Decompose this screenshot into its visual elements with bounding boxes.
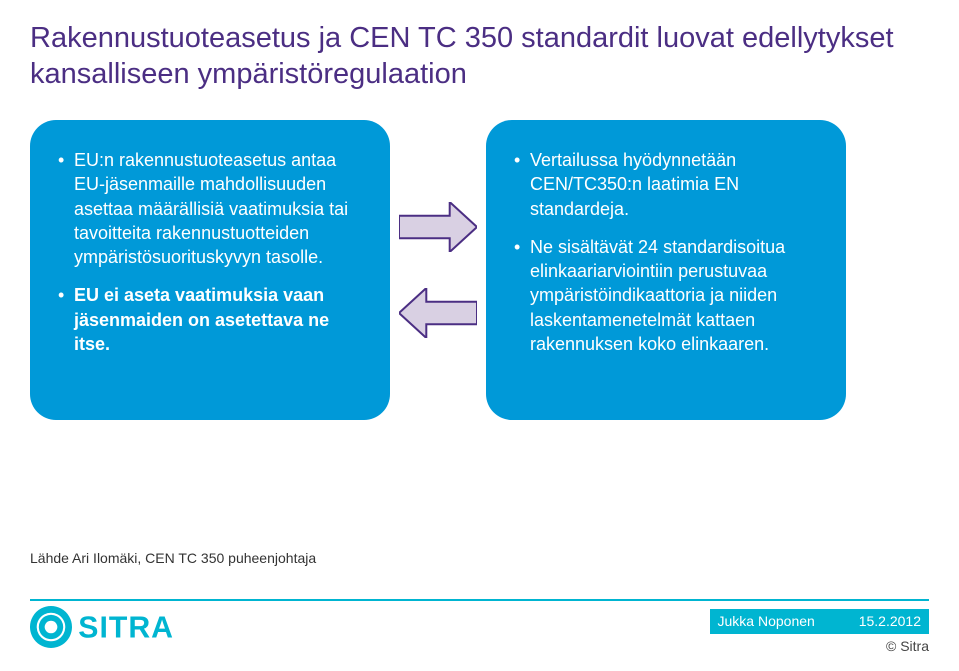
left-info-box: •EU:n rakennustuoteasetus antaa EU-jäsen… xyxy=(30,120,390,420)
bullet-item: •Ne sisältävät 24 standardisoitua elinka… xyxy=(514,235,818,356)
right-info-box: •Vertailussa hyödynnetään CEN/TC350:n la… xyxy=(486,120,846,420)
source-label: Lähde Ari Ilomäki, CEN TC 350 puheenjoht… xyxy=(30,550,316,566)
bullet-item: •EU ei aseta vaatimuksia vaan jäsenmaide… xyxy=(58,283,362,356)
author-label: Jukka Noponen xyxy=(710,609,823,634)
sitra-logo-icon: SITRA xyxy=(30,606,180,648)
footer-meta: Jukka Noponen 15.2.2012 © Sitra xyxy=(710,609,929,657)
arrow-column xyxy=(390,202,486,338)
arrow-left-icon xyxy=(399,288,477,338)
copyright-label: © Sitra xyxy=(710,636,929,657)
bullet-dot-icon: • xyxy=(514,235,530,356)
bullet-text: EU ei aseta vaatimuksia vaan jäsenmaiden… xyxy=(74,283,362,356)
content-row: •EU:n rakennustuoteasetus antaa EU-jäsen… xyxy=(30,120,846,420)
arrow-right-icon xyxy=(399,202,477,252)
bullet-item: •EU:n rakennustuoteasetus antaa EU-jäsen… xyxy=(58,148,362,269)
date-label: 15.2.2012 xyxy=(851,609,929,634)
footer-divider xyxy=(30,599,929,601)
svg-text:SITRA: SITRA xyxy=(78,612,174,645)
bullet-dot-icon: • xyxy=(514,148,530,221)
sitra-logo: SITRA xyxy=(30,606,180,653)
bullet-item: •Vertailussa hyödynnetään CEN/TC350:n la… xyxy=(514,148,818,221)
bullet-text: Ne sisältävät 24 standardisoitua elinkaa… xyxy=(530,235,818,356)
bullet-dot-icon: • xyxy=(58,148,74,269)
bullet-text: Vertailussa hyödynnetään CEN/TC350:n laa… xyxy=(530,148,818,221)
bullet-dot-icon: • xyxy=(58,283,74,356)
bullet-text: EU:n rakennustuoteasetus antaa EU-jäsenm… xyxy=(74,148,362,269)
page-title: Rakennustuoteasetus ja CEN TC 350 standa… xyxy=(30,20,909,93)
